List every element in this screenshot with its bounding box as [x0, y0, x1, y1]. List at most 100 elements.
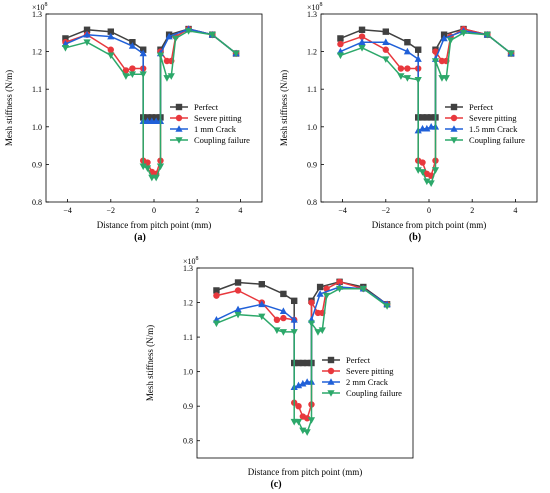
- data-point: [213, 287, 220, 294]
- x-tick-label: 2: [195, 206, 199, 215]
- y-tick-label: 0.8: [307, 198, 317, 207]
- data-point: [431, 58, 440, 65]
- y-tick-label: 1.1: [183, 333, 193, 342]
- legend-marker: [450, 103, 458, 111]
- legend-label: 2 mm Crack: [346, 377, 389, 387]
- data-point: [122, 73, 130, 80]
- data-point: [107, 28, 114, 35]
- panel-label: (b): [409, 232, 421, 243]
- data-point: [414, 167, 422, 174]
- y-tick-label: 1.1: [32, 85, 42, 94]
- data-point: [423, 178, 431, 186]
- data-point: [122, 67, 130, 74]
- x-tick-label: −2: [382, 206, 391, 215]
- x-tick-label: 4: [513, 206, 517, 215]
- data-point: [234, 287, 242, 294]
- data-point: [143, 165, 152, 172]
- data-point: [62, 35, 69, 42]
- data-point: [336, 278, 343, 286]
- y-tick-label: 1.3: [183, 264, 193, 273]
- data-point: [404, 39, 411, 46]
- y-tick-label: 1.2: [183, 299, 193, 308]
- y-axis-multiplier: ×108: [183, 256, 199, 266]
- legend-label: Coupling failure: [469, 135, 525, 145]
- data-point: [307, 320, 316, 328]
- data-point: [303, 415, 311, 422]
- series-line: [216, 281, 388, 364]
- legend-label: Severe pitting: [346, 366, 394, 376]
- data-point: [432, 48, 439, 55]
- plot-frame: [196, 267, 414, 459]
- data-point: [337, 40, 344, 48]
- y-tick-label: 1.1: [307, 85, 317, 94]
- data-point: [419, 114, 426, 121]
- data-point: [290, 329, 298, 336]
- data-point: [358, 26, 366, 33]
- x-axis-label: Distance from pitch point (mm): [97, 220, 211, 230]
- data-point: [156, 52, 165, 60]
- data-point: [83, 30, 91, 38]
- data-point: [107, 32, 115, 40]
- legend-marker: [175, 125, 183, 132]
- data-point: [308, 299, 315, 306]
- data-point: [208, 31, 216, 39]
- legend-label: Coupling failure: [346, 388, 402, 398]
- data-point: [447, 37, 455, 45]
- data-point: [459, 30, 468, 37]
- data-point: [382, 28, 389, 35]
- chart-panel-b: 0.8 0.9 1.0 1.1 1.2 1.3 −4 −2 0 2 4 ×108 Distance fr…: [279, 2, 538, 243]
- data-point: [419, 159, 426, 166]
- x-axis-label: Distance from pitch point (mm): [372, 220, 486, 230]
- x-tick-label: −4: [63, 206, 72, 215]
- data-point: [291, 297, 298, 305]
- data-point: [483, 31, 491, 39]
- data-point: [336, 52, 345, 60]
- panel-label: (a): [134, 232, 146, 243]
- legend-marker: [327, 378, 335, 385]
- data-point: [431, 167, 440, 174]
- x-tick-label: −2: [107, 206, 116, 215]
- data-point: [299, 427, 307, 435]
- legend-marker: [327, 356, 335, 364]
- data-point: [442, 75, 450, 82]
- y-tick-label: 1.0: [32, 123, 42, 132]
- data-point: [415, 46, 422, 53]
- y-axis-multiplier: ×108: [32, 2, 48, 12]
- y-tick-label: 1.3: [32, 10, 42, 19]
- data-point: [184, 28, 193, 35]
- legend-label: 1 mm Crack: [194, 124, 237, 134]
- x-tick-label: 4: [238, 206, 242, 215]
- data-point: [403, 75, 411, 82]
- data-point: [397, 65, 405, 72]
- data-point: [139, 163, 147, 171]
- data-point: [128, 42, 136, 49]
- series-severe-pitting: [213, 278, 391, 422]
- legend-marker: [450, 125, 458, 132]
- data-point: [358, 33, 366, 40]
- data-point: [397, 73, 405, 80]
- data-point: [258, 313, 266, 321]
- data-point: [258, 281, 265, 288]
- data-point: [213, 292, 220, 299]
- data-point: [61, 45, 70, 52]
- series-coupling-failure: [336, 30, 515, 187]
- data-point: [294, 381, 303, 389]
- y-tick-label: 1.2: [32, 48, 42, 57]
- legend-label: 1.5 mm Crack: [469, 124, 518, 134]
- series-coupling-failure: [61, 28, 240, 182]
- x-tick-label: 0: [427, 206, 431, 215]
- data-point: [163, 75, 171, 82]
- data-point: [83, 39, 91, 46]
- data-point: [414, 55, 422, 62]
- legend-marker: [175, 137, 183, 144]
- data-point: [295, 402, 302, 410]
- data-point: [156, 163, 165, 171]
- data-point: [307, 417, 316, 424]
- data-point: [129, 65, 136, 72]
- data-point: [139, 71, 147, 78]
- series-perfect: [213, 278, 391, 367]
- data-point: [359, 285, 367, 293]
- data-point: [165, 32, 173, 40]
